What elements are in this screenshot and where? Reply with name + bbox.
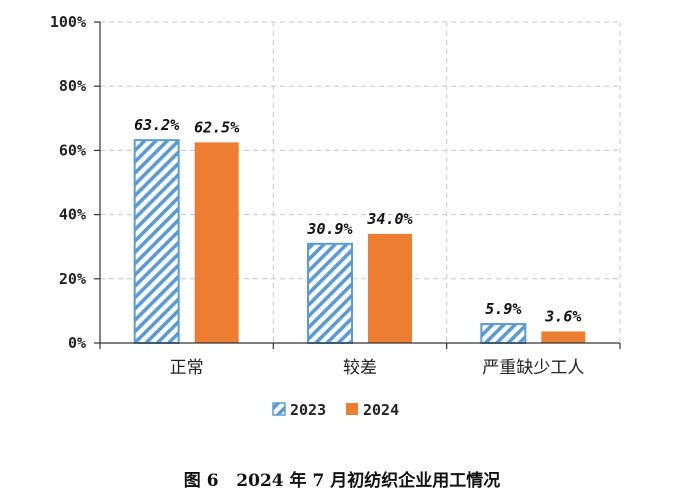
- data-label-2023: 30.9%: [306, 220, 352, 238]
- data-label-2024: 34.0%: [366, 210, 412, 228]
- category-label: 严重缺少工人: [482, 358, 584, 378]
- category-label: 正常: [170, 358, 204, 378]
- y-tick-label: 100%: [50, 13, 86, 31]
- category-label: 较差: [343, 358, 377, 378]
- legend-swatch-2024: [346, 403, 358, 415]
- bar-2023: [133, 139, 180, 344]
- bar-2024: [541, 331, 586, 343]
- figure-caption: 图 6 2024 年 7 月初纺织企业用工情况: [184, 470, 500, 491]
- legend-label-2024: 2024: [363, 401, 399, 419]
- y-axis-ticks: 0% 20% 40% 60% 80% 100%: [50, 13, 86, 352]
- legend: 2023 2024: [272, 401, 399, 419]
- y-tick-label: 80%: [59, 77, 86, 95]
- bar-2023: [307, 242, 353, 345]
- bar-2024: [194, 142, 239, 343]
- x-axis-categories: 正常 较差 严重缺少工人: [170, 358, 585, 378]
- data-labels: 63.2% 62.5% 30.9% 34.0% 5.9% 3.6%: [134, 116, 581, 325]
- axes: [94, 21, 621, 349]
- legend-label-2023: 2023: [290, 401, 326, 419]
- data-label-2024: 3.6%: [544, 307, 581, 325]
- data-label-2024: 62.5%: [194, 118, 239, 136]
- data-label-2023: 63.2%: [134, 116, 179, 134]
- y-tick-label: 20%: [59, 270, 86, 288]
- y-tick-label: 40%: [59, 206, 86, 224]
- bar-2023: [480, 323, 527, 345]
- bar-2024: [368, 233, 412, 343]
- bars: [133, 139, 586, 345]
- data-label-2023: 5.9%: [485, 300, 521, 318]
- gridlines: [100, 21, 621, 343]
- legend-swatch-2023: [272, 402, 286, 416]
- y-tick-label: 60%: [59, 141, 86, 159]
- y-tick-label: 0%: [68, 334, 86, 352]
